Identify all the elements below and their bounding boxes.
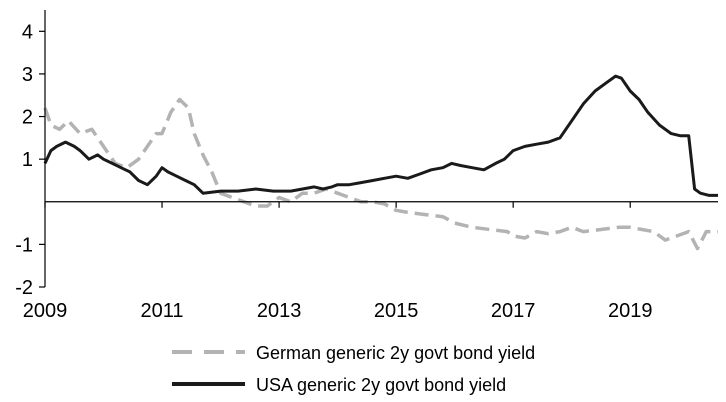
y-tick-label: 1: [22, 149, 33, 171]
legend-item-german: German generic 2y govt bond yield: [172, 343, 535, 363]
x-axis-ticks: 2009 2011 2013 2015 2017 2019: [23, 201, 653, 322]
y-tick-label: -1: [15, 234, 33, 256]
y-tick-label: -2: [15, 277, 33, 299]
x-tick-label: 2011: [141, 300, 184, 322]
x-tick-label: 2015: [374, 300, 419, 322]
x-tick-label: 2019: [608, 300, 653, 322]
series-layer: [43, 74, 718, 251]
y-axis-ticks: 4 3 2 1 -1 -2: [15, 21, 45, 299]
x-tick-label: 2017: [491, 300, 536, 322]
series-line-usa: [43, 74, 718, 197]
plot-area: [43, 74, 718, 251]
x-tick-label: 2013: [257, 300, 302, 322]
legend-label-german: German generic 2y govt bond yield: [256, 343, 535, 363]
legend: German generic 2y govt bond yield USA ge…: [172, 343, 535, 395]
x-tick-label: 2009: [23, 300, 68, 322]
series-line-german: [43, 97, 718, 251]
y-tick-label: 2: [22, 107, 33, 129]
legend-label-usa: USA generic 2y govt bond yield: [256, 375, 506, 395]
y-tick-label: 3: [22, 64, 33, 86]
legend-item-usa: USA generic 2y govt bond yield: [172, 375, 506, 395]
y-tick-label: 4: [22, 21, 33, 43]
